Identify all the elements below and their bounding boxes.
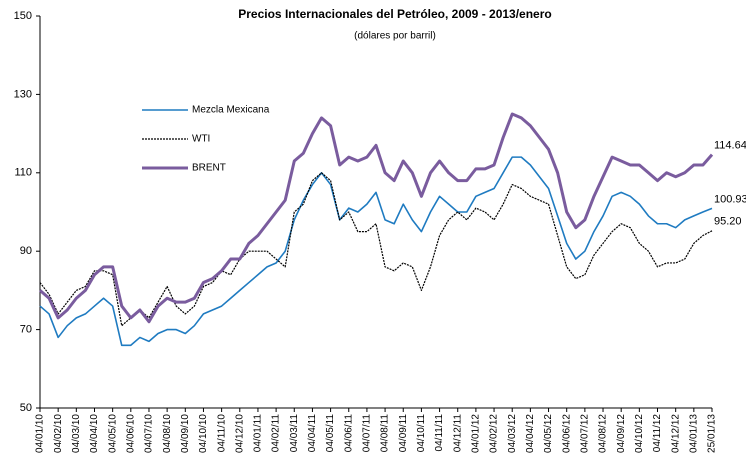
x-tick-label: 04/01/13: [688, 414, 699, 453]
x-tick-label: 04/09/11: [398, 414, 409, 453]
y-tick-label: 130: [14, 88, 32, 100]
chart-subtitle: (dólares por barril): [354, 31, 436, 42]
x-tick-label: 04/10/11: [416, 414, 427, 453]
y-tick-label: 110: [14, 167, 32, 179]
x-tick-label: 04/08/10: [162, 414, 173, 453]
end-label: 114.64: [714, 140, 746, 152]
end-label: 95.20: [714, 216, 742, 228]
x-tick-label: 04/01/11: [253, 414, 264, 453]
end-label: 100.93: [714, 193, 746, 205]
x-tick-label: 04/08/12: [598, 414, 609, 453]
x-tick-label: 04/11/11: [434, 414, 445, 452]
x-tick-label: 04/08/11: [380, 414, 391, 453]
legend-label: BRENT: [192, 163, 226, 174]
x-tick-label: 04/09/12: [616, 414, 627, 453]
x-tick-label: 04/04/11: [307, 414, 318, 453]
series-line: [39, 156, 713, 347]
x-tick-label: 04/02/12: [489, 414, 500, 453]
x-tick-label: 04/05/10: [107, 414, 118, 453]
x-tick-label: 04/05/11: [325, 414, 336, 453]
x-tick-label: 04/01/10: [35, 414, 46, 453]
y-tick-label: 150: [14, 10, 32, 22]
x-tick-label: 25/01/13: [707, 414, 718, 453]
x-tick-label: 04/07/12: [580, 414, 591, 453]
y-tick-label: 90: [20, 245, 32, 257]
x-tick-label: 04/11/12: [652, 414, 663, 453]
series-line: [39, 172, 713, 327]
x-tick-label: 04/07/11: [362, 414, 373, 453]
y-tick-label: 70: [20, 324, 32, 336]
x-tick-label: 04/12/11: [452, 414, 463, 453]
x-tick-label: 04/04/10: [89, 414, 100, 453]
x-tick-label: 04/01/12: [471, 414, 482, 453]
x-tick-label: 04/10/10: [198, 414, 209, 453]
x-tick-label: 04/12/10: [234, 414, 245, 453]
x-tick-label: 04/06/11: [343, 414, 354, 453]
x-tick-label: 04/03/12: [507, 414, 518, 453]
x-tick-label: 04/02/11: [271, 414, 282, 453]
x-tick-label: 04/10/12: [634, 414, 645, 453]
y-tick-label: 50: [20, 402, 32, 414]
x-tick-label: 04/03/10: [71, 414, 82, 453]
x-tick-label: 04/06/10: [125, 414, 136, 453]
x-tick-label: 04/07/10: [144, 414, 155, 453]
x-tick-label: 04/04/12: [525, 414, 536, 453]
legend-label: Mezcla Mexicana: [192, 105, 270, 116]
x-tick-label: 04/02/10: [53, 414, 64, 453]
x-tick-label: 04/09/10: [180, 414, 191, 453]
legend-label: WTI: [192, 134, 210, 145]
x-tick-label: 04/11/10: [216, 414, 227, 453]
x-tick-label: 04/03/11: [289, 414, 300, 453]
x-tick-label: 04/12/12: [670, 414, 681, 453]
series-line: [39, 112, 714, 324]
x-tick-label: 04/06/12: [561, 414, 572, 453]
x-tick-label: 04/05/12: [543, 414, 554, 453]
chart-title: Precios Internacionales del Petróleo, 20…: [238, 7, 551, 21]
